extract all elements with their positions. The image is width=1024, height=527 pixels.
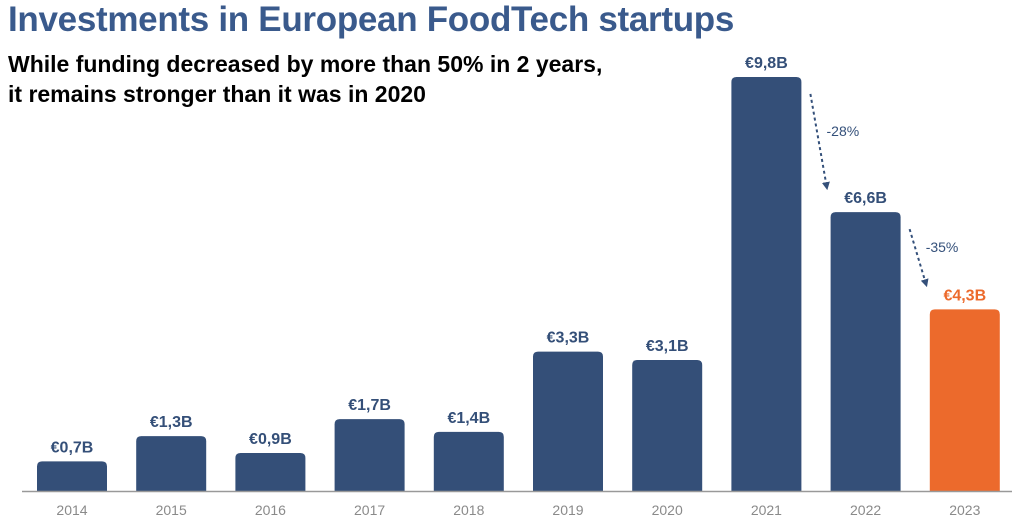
bar-2014 bbox=[37, 461, 107, 491]
data-label-2018: €1,4B bbox=[447, 410, 490, 427]
x-tick-label-2019: 2019 bbox=[552, 502, 583, 518]
change-label-2021-2022: -28% bbox=[827, 123, 860, 139]
bar-2018 bbox=[433, 431, 504, 491]
data-label-2017: €1,7B bbox=[348, 397, 391, 414]
data-label-2021: €9,8B bbox=[745, 55, 788, 72]
bar-2023 bbox=[929, 309, 1000, 491]
data-label-2022: €6,6B bbox=[844, 190, 887, 207]
change-label-2022-2023: -35% bbox=[926, 239, 959, 255]
data-label-2020: €3,1B bbox=[646, 338, 689, 355]
x-tick-label-2015: 2015 bbox=[156, 502, 187, 518]
bar-2022 bbox=[830, 212, 901, 491]
data-label-2016: €0,9B bbox=[249, 431, 292, 448]
x-tick-label-2016: 2016 bbox=[255, 502, 286, 518]
change-arrow-2022-2023 bbox=[908, 228, 929, 288]
data-label-2023: €4,3B bbox=[943, 287, 986, 304]
x-tick-label-2014: 2014 bbox=[56, 502, 87, 518]
change-arrow-2021-2022 bbox=[809, 93, 830, 191]
data-label-2014: €0,7B bbox=[51, 439, 94, 456]
chart-subtitle: While funding decreased by more than 50%… bbox=[8, 49, 602, 109]
x-tick-label-2023: 2023 bbox=[949, 502, 980, 518]
x-tick-label-2022: 2022 bbox=[850, 502, 881, 518]
subtitle-line-2: it remains stronger than it was in 2020 bbox=[8, 81, 426, 107]
bar-2017 bbox=[334, 419, 405, 491]
x-tick-label-2018: 2018 bbox=[453, 502, 484, 518]
bar-2019 bbox=[533, 351, 603, 491]
bar-2021 bbox=[731, 76, 802, 491]
x-tick-label-2020: 2020 bbox=[652, 502, 683, 518]
bar-2020 bbox=[632, 360, 703, 491]
subtitle-line-1: While funding decreased by more than 50%… bbox=[8, 51, 603, 77]
chart-title: Investments in European FoodTech startup… bbox=[8, 0, 735, 39]
x-tick-label-2017: 2017 bbox=[354, 502, 385, 518]
data-label-2019: €3,3B bbox=[547, 330, 590, 347]
bar-2015 bbox=[136, 436, 207, 491]
x-tick-label-2021: 2021 bbox=[751, 502, 782, 518]
data-label-2015: €1,3B bbox=[150, 414, 193, 431]
bar-2016 bbox=[235, 452, 306, 491]
